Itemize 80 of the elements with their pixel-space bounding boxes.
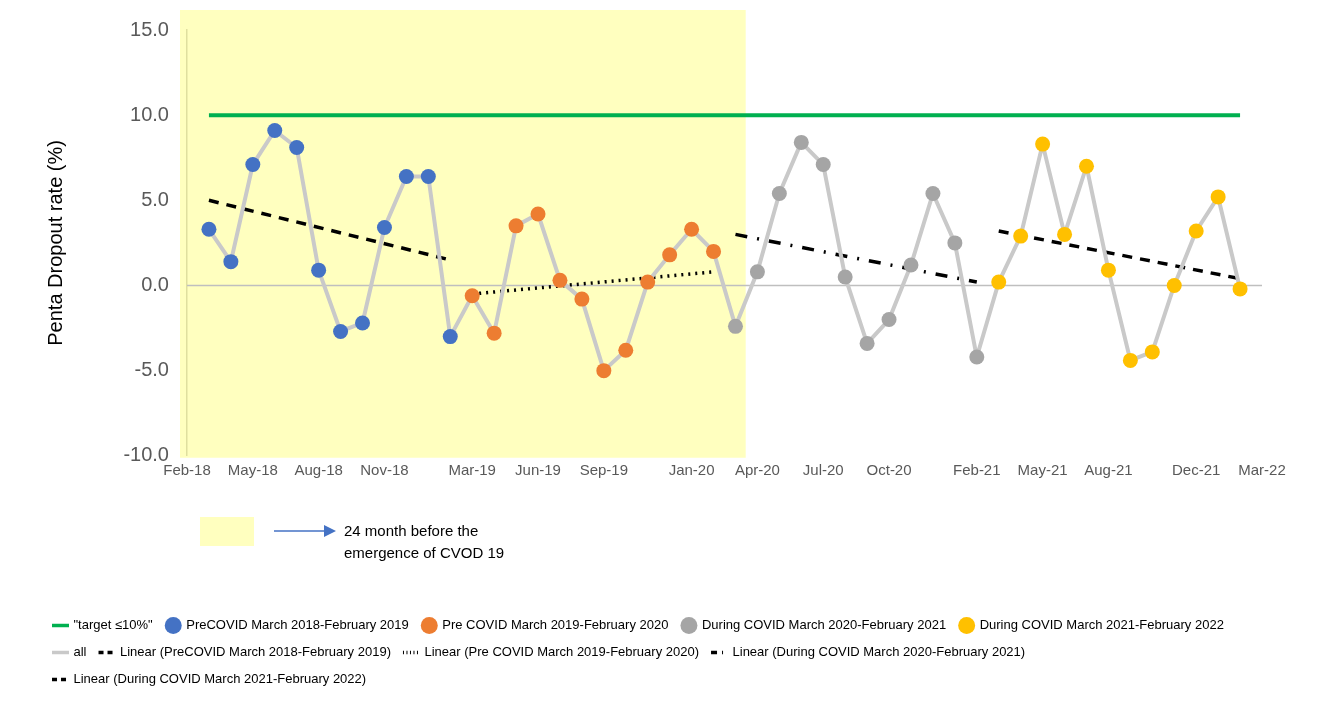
x-tick-label: Jun-19 xyxy=(515,460,561,478)
point xyxy=(1078,158,1094,174)
point xyxy=(1188,223,1204,239)
point xyxy=(486,325,502,341)
point xyxy=(749,264,765,280)
legend-label: Linear (PreCOVID March 2018-February 2019) xyxy=(120,644,391,660)
point xyxy=(640,274,656,290)
legend-label: Linear (Pre COVID March 2019-February 2020) xyxy=(424,644,700,660)
point xyxy=(925,186,941,202)
point xyxy=(574,291,590,307)
point xyxy=(508,218,524,234)
legend-label: Linear (During COVID March 2020-February 2021) xyxy=(732,644,1026,660)
point xyxy=(969,349,985,365)
point xyxy=(947,235,963,251)
point xyxy=(903,257,919,273)
legend-label: Linear (During COVID March 2021-February 2022) xyxy=(73,671,367,687)
point xyxy=(442,329,458,345)
y-tick-label: 15.0 xyxy=(130,17,169,40)
point xyxy=(1232,281,1248,297)
x-tick-label: Sep-19 xyxy=(579,460,629,478)
point xyxy=(223,254,239,270)
y-axis-title: Penta Dropout rate (%) xyxy=(43,140,66,346)
point xyxy=(1013,228,1029,244)
y-tick-label: 10.0 xyxy=(130,102,169,125)
point xyxy=(727,318,743,334)
legend-label: During COVID March 2021-February 2022 xyxy=(979,617,1224,633)
point xyxy=(1166,277,1182,293)
point xyxy=(1122,352,1138,368)
point xyxy=(267,122,283,138)
point xyxy=(859,335,875,351)
text: 24 month before the emergence of CVOD 19 xyxy=(344,520,506,563)
x-tick-label: May-18 xyxy=(227,460,278,478)
point xyxy=(1057,226,1073,242)
point xyxy=(1210,189,1226,205)
y-tick-label: 5.0 xyxy=(141,187,169,210)
point xyxy=(1035,136,1051,152)
point xyxy=(552,272,568,288)
x-tick-label: Feb-21 xyxy=(953,460,1001,478)
point xyxy=(376,220,392,236)
point xyxy=(684,221,700,237)
point xyxy=(618,342,634,358)
point xyxy=(815,157,831,173)
x-tick-label: Jan-20 xyxy=(668,460,715,478)
x-tick-label: Mar-19 xyxy=(448,460,496,478)
point xyxy=(333,323,349,339)
point xyxy=(398,168,414,184)
point xyxy=(991,274,1007,290)
point xyxy=(201,221,217,237)
legend-label: PreCOVID March 2018-February 2019 xyxy=(186,617,409,633)
point xyxy=(881,312,897,328)
legend-label: "target ≤10%" xyxy=(73,617,154,633)
x-tick-label: Dec-21 xyxy=(1172,460,1221,478)
x-tick-label: Aug-21 xyxy=(1084,460,1133,478)
y-tick-label: -5.0 xyxy=(134,358,169,381)
point xyxy=(596,363,612,379)
legend-label: During COVID March 2020-February 2021 xyxy=(701,617,947,633)
y-tick-label: 0.0 xyxy=(141,273,169,295)
x-tick-label: May-21 xyxy=(1017,460,1068,478)
point xyxy=(530,206,546,222)
x-tick-label: Apr-20 xyxy=(734,460,780,478)
point xyxy=(311,262,327,278)
point xyxy=(289,140,305,156)
point xyxy=(1100,262,1116,278)
point xyxy=(662,247,678,263)
point xyxy=(793,134,809,150)
point xyxy=(1144,344,1160,360)
x-tick-label: Oct-20 xyxy=(866,460,912,478)
x-tick-label: Jul-20 xyxy=(802,460,844,478)
point xyxy=(771,186,787,202)
legend-label: Pre COVID March 2019-February 2020 xyxy=(442,617,669,633)
legend-label: all xyxy=(73,644,87,660)
point xyxy=(355,315,371,331)
point xyxy=(420,168,436,184)
x-tick-label: Mar-22 xyxy=(1238,460,1286,478)
x-tick-label: Aug-18 xyxy=(294,460,343,478)
x-tick-label: Nov-18 xyxy=(360,460,409,478)
point xyxy=(706,243,722,259)
point xyxy=(464,288,480,304)
point xyxy=(245,157,261,173)
point xyxy=(837,269,853,285)
